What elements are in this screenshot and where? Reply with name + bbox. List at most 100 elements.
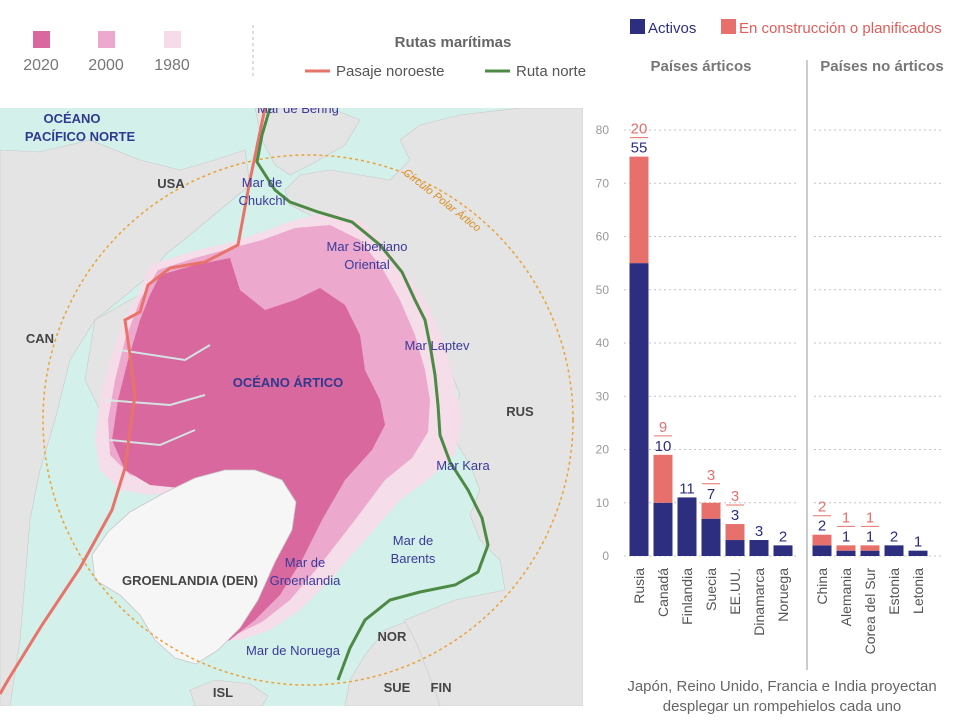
bar-planned-Corea del Sur	[860, 545, 880, 551]
land-chukotka	[254, 108, 361, 176]
category-label-EE.UU.: EE.UU.	[727, 568, 743, 615]
label-rus: RUS	[506, 404, 534, 419]
land-iceland	[189, 679, 269, 706]
category-label-Dinamarca: Dinamarca	[751, 568, 767, 636]
chart-footnote-line-1: Japón, Reino Unido, Francia e India proy…	[627, 678, 936, 695]
category-label-Alemania: Alemania	[838, 568, 854, 627]
label-bering-sea: Mar de Bering	[257, 101, 339, 116]
value-label-active-Alemania: 1	[842, 528, 850, 545]
chart-legend-swatch-active	[630, 19, 645, 34]
value-label-active-Finlandia: 11	[679, 480, 695, 497]
y-tick-label: 40	[596, 336, 610, 350]
label-east-siberian-sea-2: Oriental	[344, 257, 390, 272]
category-label-Corea del Sur: Corea del Sur	[862, 568, 878, 655]
label-chukchi-sea-2: Chukchi	[239, 193, 286, 208]
bar-active-Rusia	[629, 263, 649, 556]
value-label-planned-Corea del Sur: 1	[866, 509, 874, 526]
label-chukchi-sea-1: Mar de	[242, 175, 282, 190]
y-tick-label: 20	[596, 443, 610, 457]
arctic-map: OCÉANO PACÍFICO NORTE USA CAN RUS OCÉANO…	[0, 101, 583, 706]
bar-active-EE.UU.	[725, 540, 745, 556]
bar-planned-Rusia	[629, 156, 649, 264]
chart-footnote-line-2: desplegar un rompehielos cada uno	[663, 698, 902, 715]
group-title-non-arctic: Países no árticos	[820, 58, 943, 75]
bar-planned-Suecia	[701, 502, 721, 519]
label-norwegian-sea: Mar de Noruega	[246, 643, 341, 658]
label-kara-sea: Mar Kara	[436, 458, 490, 473]
bar-active-China	[812, 545, 832, 556]
category-label-Letonia: Letonia	[910, 568, 926, 614]
value-label-planned-China: 2	[818, 499, 826, 516]
label-fin: FIN	[431, 680, 452, 695]
label-ocean-pacific-1: OCÉANO	[43, 111, 100, 126]
routes-legend-title: Rutas marítimas	[395, 34, 512, 51]
route-northern-sea-route	[255, 108, 490, 681]
value-label-planned-Canadá: 9	[659, 419, 667, 436]
ice-extent-legend: 2020 2000 1980	[23, 31, 190, 74]
land-scandinavia	[344, 621, 441, 706]
y-tick-label: 30	[596, 389, 610, 403]
routes-legend: Rutas marítimas Pasaje noroeste Ruta nor…	[305, 34, 586, 80]
legend-swatch-1980	[164, 31, 181, 48]
value-label-active-Dinamarca: 3	[755, 523, 763, 540]
value-label-active-Letonia: 1	[914, 534, 922, 551]
value-label-active-Noruega: 2	[779, 528, 787, 545]
y-tick-label: 0	[602, 549, 609, 563]
legend-label-northwest-passage: Pasaje noroeste	[336, 63, 444, 80]
ice-extent-2020	[112, 258, 385, 650]
label-east-siberian-sea-1: Mar Siberiano	[327, 239, 408, 254]
category-label-Suecia: Suecia	[703, 568, 719, 611]
label-isl: ISL	[213, 685, 233, 700]
bar-active-Noruega	[773, 545, 793, 556]
bar-active-Dinamarca	[749, 540, 769, 556]
value-label-active-EE.UU.: 3	[731, 507, 739, 524]
value-label-planned-Rusia: 20	[631, 121, 648, 138]
bar-active-Alemania	[836, 550, 856, 556]
group-title-arctic: Países árticos	[651, 58, 752, 75]
arctic-circle	[42, 154, 574, 686]
label-can: CAN	[26, 331, 54, 346]
bar-active-Canadá	[653, 502, 673, 556]
category-label-Rusia: Rusia	[631, 568, 647, 604]
value-label-active-Rusia: 55	[631, 140, 648, 157]
y-tick-label: 10	[596, 496, 610, 510]
label-greenland-sea-2: Groenlandia	[270, 573, 342, 588]
label-laptev-sea: Mar Laptev	[404, 338, 470, 353]
y-tick-label: 70	[596, 176, 610, 190]
value-label-active-China: 2	[818, 518, 826, 535]
legend-label-2020: 2020	[23, 57, 59, 74]
value-label-planned-Suecia: 3	[707, 467, 715, 484]
category-label-Estonia: Estonia	[886, 568, 902, 615]
route-northwest-passage	[0, 108, 267, 695]
bar-active-Estonia	[884, 545, 904, 556]
legend-swatch-2020	[33, 31, 50, 48]
category-label-China: China	[814, 568, 830, 605]
chart-legend-label-active: Activos	[648, 20, 696, 37]
label-barents-sea-2: Barents	[391, 551, 436, 566]
label-ocean-pacific-2: PACÍFICO NORTE	[25, 129, 136, 144]
legend-label-2000: 2000	[88, 57, 124, 74]
value-label-active-Canadá: 10	[655, 438, 672, 455]
value-label-planned-Alemania: 1	[842, 509, 850, 526]
chart-legend-label-planned: En construcción o planificados	[739, 20, 942, 37]
value-label-active-Suecia: 7	[707, 486, 715, 503]
value-label-active-Estonia: 2	[890, 528, 898, 545]
chart-legend-swatch-planned	[721, 19, 736, 34]
label-greenland-sea-1: Mar de	[285, 555, 325, 570]
bar-planned-China	[812, 534, 832, 546]
category-label-Canadá: Canadá	[655, 568, 671, 617]
archipelago-channels	[104, 344, 211, 447]
category-label-Finlandia: Finlandia	[679, 568, 695, 625]
chart-labels: 2055Rusia910Canadá11Finlandia37Suecia33E…	[630, 121, 926, 655]
bar-active-Finlandia	[677, 497, 697, 556]
value-label-planned-EE.UU.: 3	[731, 488, 739, 505]
icebreakers-chart: Activos En construcción o planificados P…	[596, 19, 944, 715]
bar-active-Corea del Sur	[860, 550, 880, 556]
chart-bars	[629, 156, 928, 556]
y-tick-label: 60	[596, 230, 610, 244]
legend-swatch-2000	[98, 31, 115, 48]
label-barents-sea-1: Mar de	[393, 533, 433, 548]
land-greenland	[91, 469, 297, 665]
bar-planned-Canadá	[653, 454, 673, 503]
